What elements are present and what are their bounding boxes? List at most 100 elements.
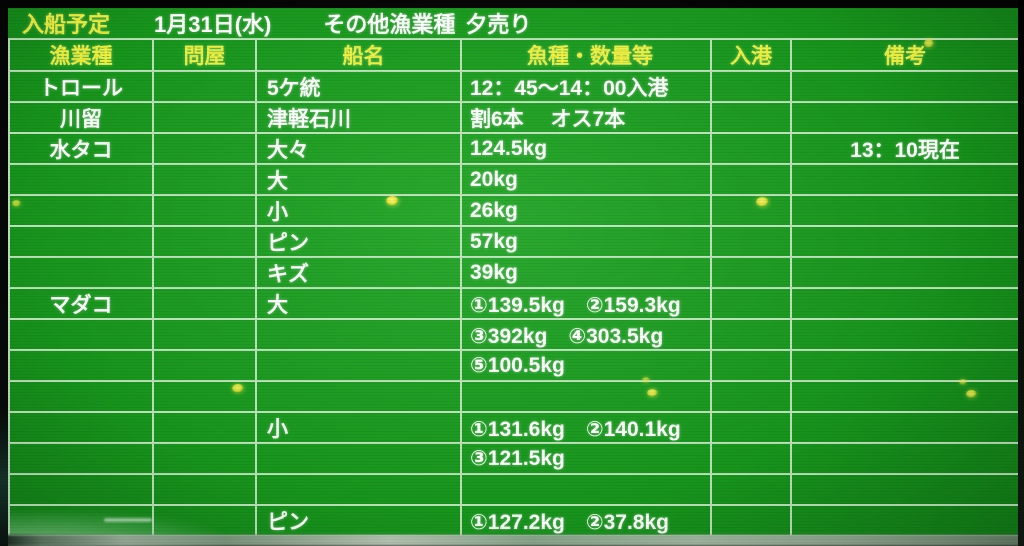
table-cell-r12-c5 — [792, 444, 1020, 475]
column-header-5: 備考 — [792, 40, 1020, 72]
table-cell-r5-c3: 57kg — [462, 227, 712, 258]
table-cell-r4-c5 — [792, 196, 1020, 227]
table-cell-r5-c1 — [154, 227, 257, 258]
table-cell-r9-c5 — [792, 351, 1020, 382]
table-cell-r10-c3 — [462, 382, 712, 413]
table-cell-r2-c2: 大々 — [257, 134, 462, 165]
table-cell-r1-c5 — [792, 103, 1020, 134]
table-cell-r14-c3: ①127.2kg ②37.8kg — [462, 506, 712, 537]
screen-bezel-top — [0, 0, 1024, 8]
table-cell-r6-c5 — [792, 258, 1020, 289]
column-header-2: 船名 — [257, 40, 462, 72]
table-cell-r14-c4 — [712, 506, 792, 537]
column-header-1: 問屋 — [154, 40, 257, 72]
table-cell-r1-c4 — [712, 103, 792, 134]
table-cell-r11-c4 — [712, 413, 792, 444]
table-cell-r1-c0: 川留 — [10, 103, 154, 134]
table-cell-r1-c3: 割6本 オス7本 — [462, 103, 712, 134]
table-cell-r8-c0 — [10, 320, 154, 351]
table-cell-r2-c4 — [712, 134, 792, 165]
table-cell-r8-c2 — [257, 320, 462, 351]
table-cell-r10-c4 — [712, 382, 792, 413]
table-cell-r9-c2 — [257, 351, 462, 382]
table-cell-r10-c2 — [257, 382, 462, 413]
table-cell-r5-c2: ピン — [257, 227, 462, 258]
table-cell-r11-c5 — [792, 413, 1020, 444]
table-cell-r12-c3: ③121.5kg — [462, 444, 712, 475]
table-cell-r3-c1 — [154, 165, 257, 196]
screen-bezel-right — [1018, 0, 1024, 546]
table-cell-r0-c1 — [154, 72, 257, 103]
table-cell-r13-c3 — [462, 475, 712, 506]
table-cell-r5-c5 — [792, 227, 1020, 258]
table-cell-r4-c1 — [154, 196, 257, 227]
table-cell-r8-c1 — [154, 320, 257, 351]
table-cell-r9-c4 — [712, 351, 792, 382]
table-cell-r0-c4 — [712, 72, 792, 103]
table-cell-r10-c5 — [792, 382, 1020, 413]
table-cell-r14-c1 — [154, 506, 257, 537]
table-cell-r3-c2: 大 — [257, 165, 462, 196]
table-cell-r12-c0 — [10, 444, 154, 475]
table-cell-r3-c4 — [712, 165, 792, 196]
table-cell-r4-c0 — [10, 196, 154, 227]
table-cell-r14-c0 — [10, 506, 154, 537]
table-cell-r8-c5 — [792, 320, 1020, 351]
arrival-schedule-table: 漁業種 問屋 船名 魚種・数量等 入港 備考トロール 5ケ統 12：45～14：00入港川留 津… — [8, 38, 1020, 537]
table-cell-r2-c0: 水タコ — [10, 134, 154, 165]
table-cell-r10-c0 — [10, 382, 154, 413]
table-cell-r6-c2: キズ — [257, 258, 462, 289]
green-display-board: 入船予定 1月31日(水) その他漁業種 夕売り 漁業種 問屋 船名 魚種・数量等 入港… — [0, 8, 1020, 546]
table-cell-r7-c0: マダコ — [10, 289, 154, 320]
table-cell-r13-c5 — [792, 475, 1020, 506]
screen-bezel-left — [0, 0, 8, 546]
table-cell-r5-c0 — [10, 227, 154, 258]
table-cell-r6-c3: 39kg — [462, 258, 712, 289]
table-cell-r2-c1 — [154, 134, 257, 165]
table-cell-r2-c5: 13：10現在 — [792, 134, 1020, 165]
table-cell-r4-c3: 26kg — [462, 196, 712, 227]
table-cell-r7-c5 — [792, 289, 1020, 320]
title-bar: 入船予定 1月31日(水) その他漁業種 夕売り — [8, 8, 1018, 38]
column-header-4: 入港 — [712, 40, 792, 72]
table-cell-r0-c0: トロール — [10, 72, 154, 103]
column-header-0: 漁業種 — [10, 40, 154, 72]
table-cell-r13-c2 — [257, 475, 462, 506]
table-cell-r8-c3: ③392kg ④303.5kg — [462, 320, 712, 351]
table-cell-r4-c2: 小 — [257, 196, 462, 227]
table-cell-r0-c2: 5ケ統 — [257, 72, 462, 103]
table-cell-r3-c5 — [792, 165, 1020, 196]
table-cell-r9-c0 — [10, 351, 154, 382]
fishery-category: その他漁業種 — [323, 12, 456, 37]
table-cell-r0-c3: 12：45～14：00入港 — [462, 72, 712, 103]
board-title: 入船予定 — [22, 12, 111, 37]
table-cell-r3-c3: 20kg — [462, 165, 712, 196]
table-cell-r11-c2: 小 — [257, 413, 462, 444]
column-header-3: 魚種・数量等 — [462, 40, 712, 72]
table-cell-r9-c1 — [154, 351, 257, 382]
table-cell-r14-c2: ピン — [257, 506, 462, 537]
table-cell-r2-c3: 124.5kg — [462, 134, 712, 165]
table-cell-r12-c1 — [154, 444, 257, 475]
table-cell-r7-c1 — [154, 289, 257, 320]
table-cell-r7-c3: ①139.5kg ②159.3kg — [462, 289, 712, 320]
table-cell-r9-c3: ⑤100.5kg — [462, 351, 712, 382]
table-cell-r7-c2: 大 — [257, 289, 462, 320]
table-cell-r5-c4 — [712, 227, 792, 258]
table-cell-r3-c0 — [10, 165, 154, 196]
board-date: 1月31日(水) — [154, 12, 272, 37]
table-cell-r13-c4 — [712, 475, 792, 506]
table-cell-r1-c1 — [154, 103, 257, 134]
table-cell-r13-c1 — [154, 475, 257, 506]
table-cell-r6-c4 — [712, 258, 792, 289]
table-cell-r6-c0 — [10, 258, 154, 289]
table-cell-r1-c2: 津軽石川 — [257, 103, 462, 134]
table-cell-r10-c1 — [154, 382, 257, 413]
table-cell-r11-c1 — [154, 413, 257, 444]
table-cell-r12-c4 — [712, 444, 792, 475]
table-cell-r7-c4 — [712, 289, 792, 320]
table-cell-r8-c4 — [712, 320, 792, 351]
table-cell-r14-c5 — [792, 506, 1020, 537]
table-cell-r11-c0 — [10, 413, 154, 444]
